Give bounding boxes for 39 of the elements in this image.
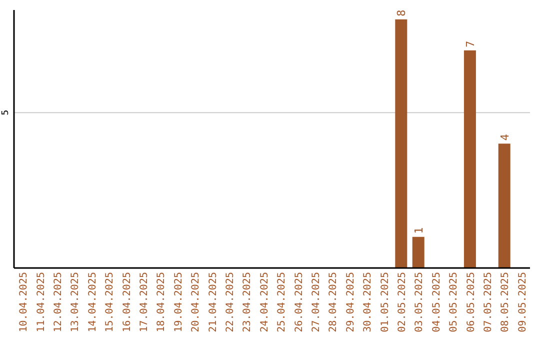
x-tick-label: 09.05.2025 xyxy=(517,272,528,332)
x-tick-label: 01.05.2025 xyxy=(380,272,391,332)
data-label: 8 xyxy=(395,10,408,16)
x-tick-label: 07.05.2025 xyxy=(483,272,494,332)
bar xyxy=(412,236,424,268)
x-tick-label: 20.04.2025 xyxy=(190,272,202,332)
data-label: 7 xyxy=(464,40,477,48)
x-tick-label: 22.04.2025 xyxy=(225,272,236,332)
x-tick-label: 12.04.2025 xyxy=(53,272,64,332)
x-tick-label: 18.04.2025 xyxy=(156,272,168,332)
x-tick-label: 08.05.2025 xyxy=(500,272,512,332)
bar xyxy=(464,50,476,268)
x-tick-label: 11.04.2025 xyxy=(36,272,47,332)
x-tick-label: 24.04.2025 xyxy=(259,272,270,332)
x-tick-label: 23.04.2025 xyxy=(242,272,254,332)
x-tick-label: 29.04.2025 xyxy=(345,272,356,332)
data-label: 4 xyxy=(498,134,512,141)
x-tick-label: 04.05.2025 xyxy=(431,272,442,332)
x-tick-label: 27.04.2025 xyxy=(311,272,322,332)
x-tick-label: 19.04.2025 xyxy=(173,272,184,332)
x-tick-label: 14.04.2025 xyxy=(87,272,98,332)
x-tick-label: 16.04.2025 xyxy=(122,272,133,332)
y-tick-label: 5 xyxy=(1,110,11,116)
data-label: 1 xyxy=(412,227,426,234)
x-tick-label: 13.04.2025 xyxy=(70,272,82,332)
bar xyxy=(395,19,408,268)
x-tick-label: 06.05.2025 xyxy=(466,272,477,332)
x-tick-label: 28.04.2025 xyxy=(328,272,340,332)
x-tick-label: 05.05.2025 xyxy=(448,272,460,332)
x-tick-label: 26.04.2025 xyxy=(294,272,305,332)
x-tick-label: 17.04.2025 xyxy=(139,272,150,332)
x-tick-label: 15.04.2025 xyxy=(104,272,116,332)
x-tick-label: 25.04.2025 xyxy=(276,272,288,332)
x-tick-label: 03.05.2025 xyxy=(414,272,426,332)
x-tick-label: 21.04.2025 xyxy=(208,272,219,332)
x-tick-label: 02.05.2025 xyxy=(397,272,408,332)
bar xyxy=(498,144,510,268)
x-tick-label: 10.04.2025 xyxy=(18,272,30,332)
x-tick-label: 30.04.2025 xyxy=(362,272,374,332)
